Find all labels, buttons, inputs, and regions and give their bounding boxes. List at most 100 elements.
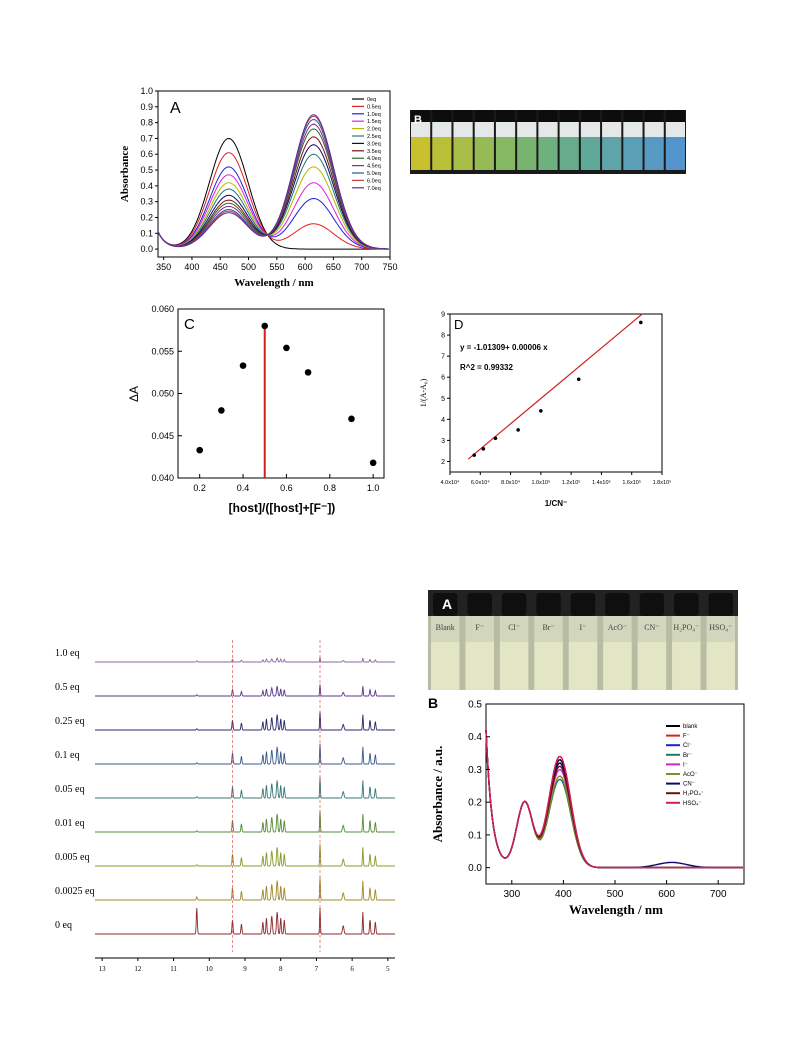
vial-glass <box>411 122 431 137</box>
y-tick-label: 0.7 <box>140 133 153 143</box>
vial-cap <box>474 110 494 122</box>
data-point <box>196 446 203 454</box>
x-tick-label: 5 <box>386 965 390 973</box>
y-tick-label: 1.0 <box>140 86 153 96</box>
nmr-spectrum-line <box>95 907 395 935</box>
series-line-1 <box>485 730 743 869</box>
plot-frame <box>177 308 385 479</box>
legend-label: 0.5eq <box>367 104 381 110</box>
x-tick-label: 9 <box>243 965 247 973</box>
x-tick-label: 700 <box>354 262 369 272</box>
vial-label: F⁻ <box>475 623 484 632</box>
y-tick-label: 5 <box>441 396 445 403</box>
legend-label: AcO⁻ <box>683 772 698 778</box>
vial-photo-titration: B <box>410 110 686 174</box>
vial-label: CN⁻ <box>644 623 659 632</box>
panel-letter: A <box>442 596 452 612</box>
panel-letter: B <box>414 114 422 126</box>
vial-glass <box>602 122 622 137</box>
vial-glass <box>644 122 664 137</box>
vial-label: Br⁻ <box>542 623 554 632</box>
panel-letter: D <box>454 317 463 332</box>
vial-solution <box>623 137 643 170</box>
data-point <box>261 322 269 330</box>
series-line-2 <box>485 730 743 869</box>
y-tick-label: 0.5 <box>468 700 482 711</box>
y-axis-label: Absorbance / a.u. <box>430 746 445 843</box>
y-tick-label: 7 <box>441 354 445 361</box>
data-point <box>218 407 225 414</box>
y-tick-label: 9 <box>441 312 445 319</box>
vial-cap <box>517 110 537 122</box>
vial-solution <box>538 137 558 170</box>
legend-label: 2.0eq <box>367 127 381 133</box>
y-tick-label: 0.0 <box>468 863 482 874</box>
legend-label: 6.0eq <box>367 178 381 184</box>
vial-label: AcO⁻ <box>608 623 627 632</box>
vial-solution <box>474 137 494 170</box>
vial-cap <box>433 593 458 616</box>
vial-cap <box>605 593 630 616</box>
y-tick-label: 0.045 <box>151 431 174 441</box>
x-axis-label: Wavelength / nm <box>234 277 313 289</box>
plot-frame <box>157 90 391 258</box>
uv-vis-anion-chart: B blank F⁻ Cl⁻ Br⁻ I⁻ AcO⁻ CN⁻ H₂PO₄⁻ HSO₄⁻ 300 4… <box>428 695 745 917</box>
vial-glass <box>474 122 494 137</box>
vial-glass <box>559 122 579 137</box>
legend-label: 1.0eq <box>367 112 381 118</box>
series-line-7 <box>485 730 743 869</box>
data-point <box>493 436 498 441</box>
nmr-spectrum-line <box>95 810 395 833</box>
data-point <box>472 453 477 457</box>
legend-label: Br⁻ <box>683 753 692 759</box>
vial-glass <box>495 122 516 137</box>
vial-solution <box>431 642 460 690</box>
fit-r-squared: R^2 = 0.99332 <box>460 363 513 372</box>
x-tick-label: 0.4 <box>237 483 250 493</box>
x-tick-label: 400 <box>555 889 572 900</box>
x-axis-label: [host]/([host]+[F⁻]) <box>229 501 336 515</box>
legend-label: 2.5eq <box>367 134 381 140</box>
series-line-3.0eq <box>157 144 389 250</box>
x-tick-label: 500 <box>241 262 256 272</box>
y-tick-label: 0.2 <box>140 212 153 222</box>
x-tick-label: 0.8 <box>324 483 337 493</box>
vial-solution <box>603 642 632 690</box>
legend-label: HSO₄⁻ <box>683 801 702 807</box>
vial-solution <box>559 137 579 170</box>
vial-glass <box>432 122 452 137</box>
series-line-3.5eq <box>157 136 389 250</box>
vial-solution <box>706 642 735 690</box>
y-tick-label: 0.3 <box>140 197 153 207</box>
vial-label: H₂PO₄⁻ <box>673 623 699 632</box>
vial-glass <box>665 122 685 137</box>
series-line-0.5eq <box>157 152 389 250</box>
vial-cap <box>674 593 699 616</box>
y-tick-label: 0.040 <box>151 473 174 483</box>
series-line-8 <box>485 730 743 869</box>
x-tick-label: 1.0 <box>367 483 380 493</box>
vial-solution <box>568 642 598 690</box>
y-tick-label: 0.9 <box>140 102 153 112</box>
fit-line <box>467 313 643 460</box>
vial-glass <box>623 122 643 137</box>
fit-equation: y = -1.01309+ 0.00006 x <box>460 343 548 352</box>
x-tick-label: 0.6 <box>280 483 293 493</box>
x-tick-label: 1.6x10⁵ <box>622 479 641 486</box>
vial-label: Blank <box>436 623 455 632</box>
y-tick-label: 0.6 <box>140 149 153 159</box>
y-tick-label: 0.2 <box>468 798 482 809</box>
vial-cap <box>411 110 431 122</box>
nmr-spectrum-label: 0.25 eq <box>55 716 84 727</box>
vial-glass <box>538 122 558 137</box>
nmr-spectrum-label: 0 eq <box>55 920 72 931</box>
y-tick-label: 0.0 <box>140 244 153 254</box>
vial-cap <box>708 593 733 616</box>
vial-photo-anions: Blank F⁻ Cl⁻ Br⁻ I⁻ AcO⁻ CN⁻ H₂PO₄⁻ HSO₄⁻ A <box>428 590 738 690</box>
x-tick-label: 13 <box>99 965 107 973</box>
vial-solution <box>499 642 529 690</box>
data-point <box>539 409 543 413</box>
vial-cap <box>559 110 579 122</box>
vial-cap <box>570 593 596 616</box>
